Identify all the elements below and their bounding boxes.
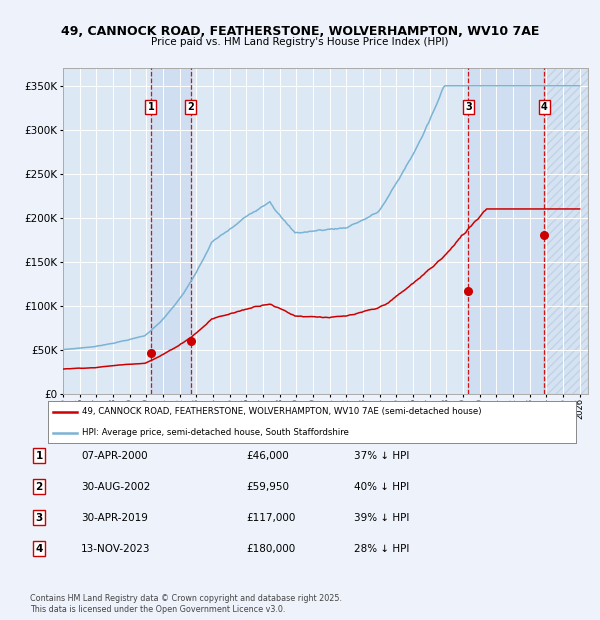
Text: 2: 2 [35,482,43,492]
Text: 49, CANNOCK ROAD, FEATHERSTONE, WOLVERHAMPTON, WV10 7AE (semi-detached house): 49, CANNOCK ROAD, FEATHERSTONE, WOLVERHA… [82,407,482,416]
Text: 49, CANNOCK ROAD, FEATHERSTONE, WOLVERHAMPTON, WV10 7AE: 49, CANNOCK ROAD, FEATHERSTONE, WOLVERHA… [61,25,539,38]
Text: 4: 4 [35,544,43,554]
Text: 1: 1 [35,451,43,461]
Text: HPI: Average price, semi-detached house, South Staffordshire: HPI: Average price, semi-detached house,… [82,428,349,437]
Text: This data is licensed under the Open Government Licence v3.0.: This data is licensed under the Open Gov… [30,604,286,614]
Text: 3: 3 [35,513,43,523]
Text: 4: 4 [541,102,548,112]
Text: 30-AUG-2002: 30-AUG-2002 [81,482,151,492]
Text: 07-APR-2000: 07-APR-2000 [81,451,148,461]
Text: £117,000: £117,000 [246,513,295,523]
Text: 13-NOV-2023: 13-NOV-2023 [81,544,151,554]
Text: 2: 2 [187,102,194,112]
Text: Contains HM Land Registry data © Crown copyright and database right 2025.: Contains HM Land Registry data © Crown c… [30,593,342,603]
Text: £180,000: £180,000 [246,544,295,554]
Bar [469,68,544,394]
Text: 3: 3 [465,102,472,112]
Text: £59,950: £59,950 [246,482,289,492]
Text: 30-APR-2019: 30-APR-2019 [81,513,148,523]
Text: 40% ↓ HPI: 40% ↓ HPI [354,482,409,492]
Text: Price paid vs. HM Land Registry's House Price Index (HPI): Price paid vs. HM Land Registry's House … [151,37,449,47]
Bar [151,68,191,394]
Text: £46,000: £46,000 [246,451,289,461]
Bar [544,68,588,394]
Text: 1: 1 [148,102,154,112]
Text: 39% ↓ HPI: 39% ↓ HPI [354,513,409,523]
Text: 28% ↓ HPI: 28% ↓ HPI [354,544,409,554]
Text: 37% ↓ HPI: 37% ↓ HPI [354,451,409,461]
